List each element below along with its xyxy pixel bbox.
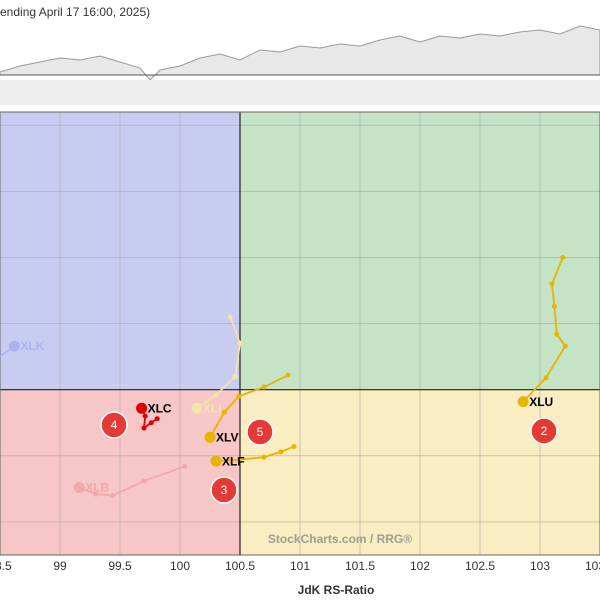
- tail-point: [93, 491, 99, 497]
- x-tick-label: 103.5: [585, 559, 600, 573]
- series-label: XLU: [529, 395, 553, 409]
- tail-point: [236, 393, 242, 399]
- x-tick-label: 102.5: [465, 559, 495, 573]
- series-label: XLB: [85, 481, 109, 495]
- x-tick-label: 99: [53, 559, 67, 573]
- tail-point: [261, 384, 267, 390]
- x-tick-label: 100.5: [225, 559, 255, 573]
- head-point: [204, 431, 216, 443]
- tail-point: [141, 478, 147, 484]
- x-tick-label: 101.5: [345, 559, 375, 573]
- series-label: XLF: [222, 454, 245, 468]
- x-tick-label: 100: [170, 559, 190, 573]
- x-tick-label: 99.5: [108, 559, 132, 573]
- head-point: [517, 396, 529, 408]
- series-label: XLV: [216, 430, 238, 444]
- tail-point: [142, 413, 148, 419]
- tail-point: [227, 314, 233, 320]
- tail-point: [562, 343, 568, 349]
- series-label: XLI: [203, 401, 222, 415]
- tail-point: [232, 373, 238, 379]
- x-axis-label: JdK RS-Ratio: [298, 583, 375, 597]
- tail-point: [213, 392, 219, 398]
- tail-point: [285, 372, 291, 378]
- series-label: XLK: [20, 339, 44, 353]
- x-tick-label: 101: [290, 559, 310, 573]
- header: ending April 17 16:00, 2025): [0, 5, 150, 19]
- badge: [210, 476, 238, 504]
- tail-point: [236, 457, 242, 463]
- tail-point: [261, 454, 267, 460]
- head-point: [191, 402, 203, 414]
- head-point: [8, 340, 20, 352]
- tail-point: [560, 254, 566, 260]
- benchmark-sparkline: [0, 25, 600, 81]
- x-tick-label: 103: [530, 559, 550, 573]
- head-point: [73, 482, 85, 494]
- badge-number: 2: [541, 424, 548, 438]
- tail-point: [154, 416, 160, 422]
- x-tick-label: 102: [410, 559, 430, 573]
- tail-point: [543, 375, 549, 381]
- head-point: [210, 455, 222, 467]
- tail-point: [141, 425, 147, 431]
- head-point: [136, 402, 148, 414]
- tail-point: [549, 281, 555, 287]
- badge-number: 5: [257, 425, 264, 439]
- tail-point: [551, 303, 557, 309]
- scroll-band: [0, 80, 600, 105]
- badge-number: 3: [221, 483, 228, 497]
- tail-point: [148, 420, 154, 426]
- x-tick-label: 98.5: [0, 559, 12, 573]
- watermark: StockCharts.com / RRG®: [268, 532, 412, 546]
- tail-point: [182, 463, 188, 469]
- tail-point: [237, 340, 243, 346]
- tail-point: [221, 409, 227, 415]
- badge: [246, 418, 274, 446]
- tail-point: [110, 492, 116, 498]
- badge: [530, 417, 558, 445]
- tail-point: [278, 449, 284, 455]
- tail-point: [291, 444, 297, 450]
- plot-border: [0, 111, 600, 556]
- badge: [100, 411, 128, 439]
- series-label: XLC: [148, 401, 172, 415]
- badge-number: 4: [111, 418, 118, 432]
- tail-point: [554, 331, 560, 337]
